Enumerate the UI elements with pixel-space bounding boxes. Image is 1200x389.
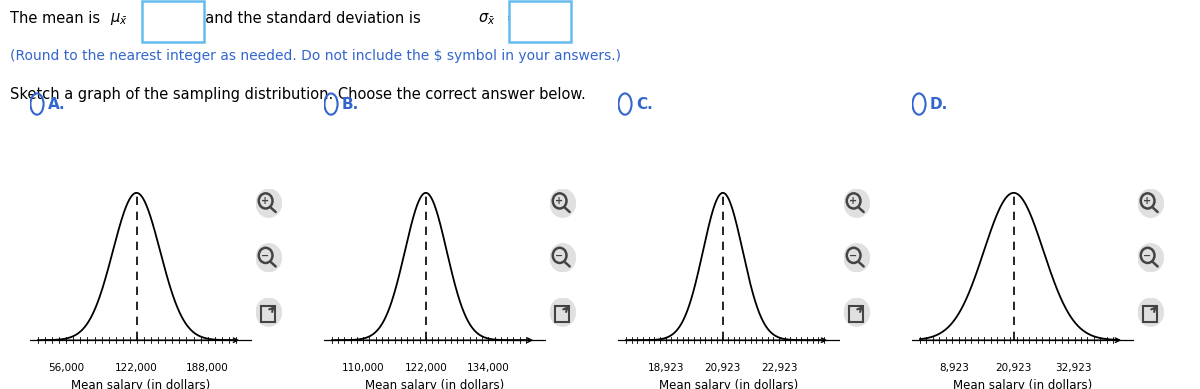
Circle shape xyxy=(1138,244,1164,272)
Text: , and the standard deviation is: , and the standard deviation is xyxy=(196,11,425,26)
Circle shape xyxy=(256,189,282,217)
X-axis label: Mean salary (in dollars): Mean salary (in dollars) xyxy=(71,379,211,389)
Text: +: + xyxy=(262,196,270,206)
Text: −: − xyxy=(1144,251,1152,261)
Text: −: − xyxy=(850,251,858,261)
X-axis label: Mean salary (in dollars): Mean salary (in dollars) xyxy=(365,379,505,389)
Text: =: = xyxy=(136,11,157,26)
Circle shape xyxy=(256,244,282,272)
Circle shape xyxy=(550,244,576,272)
Circle shape xyxy=(550,189,576,217)
Text: (Round to the nearest integer as needed. Do not include the $ symbol in your ans: (Round to the nearest integer as needed.… xyxy=(10,49,620,63)
Text: .: . xyxy=(562,11,566,26)
Circle shape xyxy=(1138,189,1164,217)
Text: +: + xyxy=(1144,196,1152,206)
Text: D.: D. xyxy=(930,97,948,112)
Text: +: + xyxy=(556,196,564,206)
Text: +: + xyxy=(850,196,858,206)
Text: $\sigma_{\bar{x}}$: $\sigma_{\bar{x}}$ xyxy=(478,11,496,26)
X-axis label: Mean salary (in dollars): Mean salary (in dollars) xyxy=(953,379,1093,389)
Circle shape xyxy=(844,244,870,272)
FancyBboxPatch shape xyxy=(509,1,571,42)
Circle shape xyxy=(550,298,576,326)
Text: −: − xyxy=(556,251,564,261)
Text: A.: A. xyxy=(48,97,66,112)
Circle shape xyxy=(256,298,282,326)
Text: $\mu_{\bar{x}}$: $\mu_{\bar{x}}$ xyxy=(110,11,128,27)
X-axis label: Mean salary (in dollars): Mean salary (in dollars) xyxy=(659,379,799,389)
Circle shape xyxy=(844,189,870,217)
Text: B.: B. xyxy=(342,97,359,112)
FancyBboxPatch shape xyxy=(142,1,204,42)
Circle shape xyxy=(1138,298,1164,326)
Text: The mean is: The mean is xyxy=(10,11,104,26)
Text: =: = xyxy=(502,11,523,26)
Text: −: − xyxy=(262,251,270,261)
Text: Sketch a graph of the sampling distribution. Choose the correct answer below.: Sketch a graph of the sampling distribut… xyxy=(10,87,586,102)
Text: C.: C. xyxy=(636,97,653,112)
Circle shape xyxy=(844,298,870,326)
